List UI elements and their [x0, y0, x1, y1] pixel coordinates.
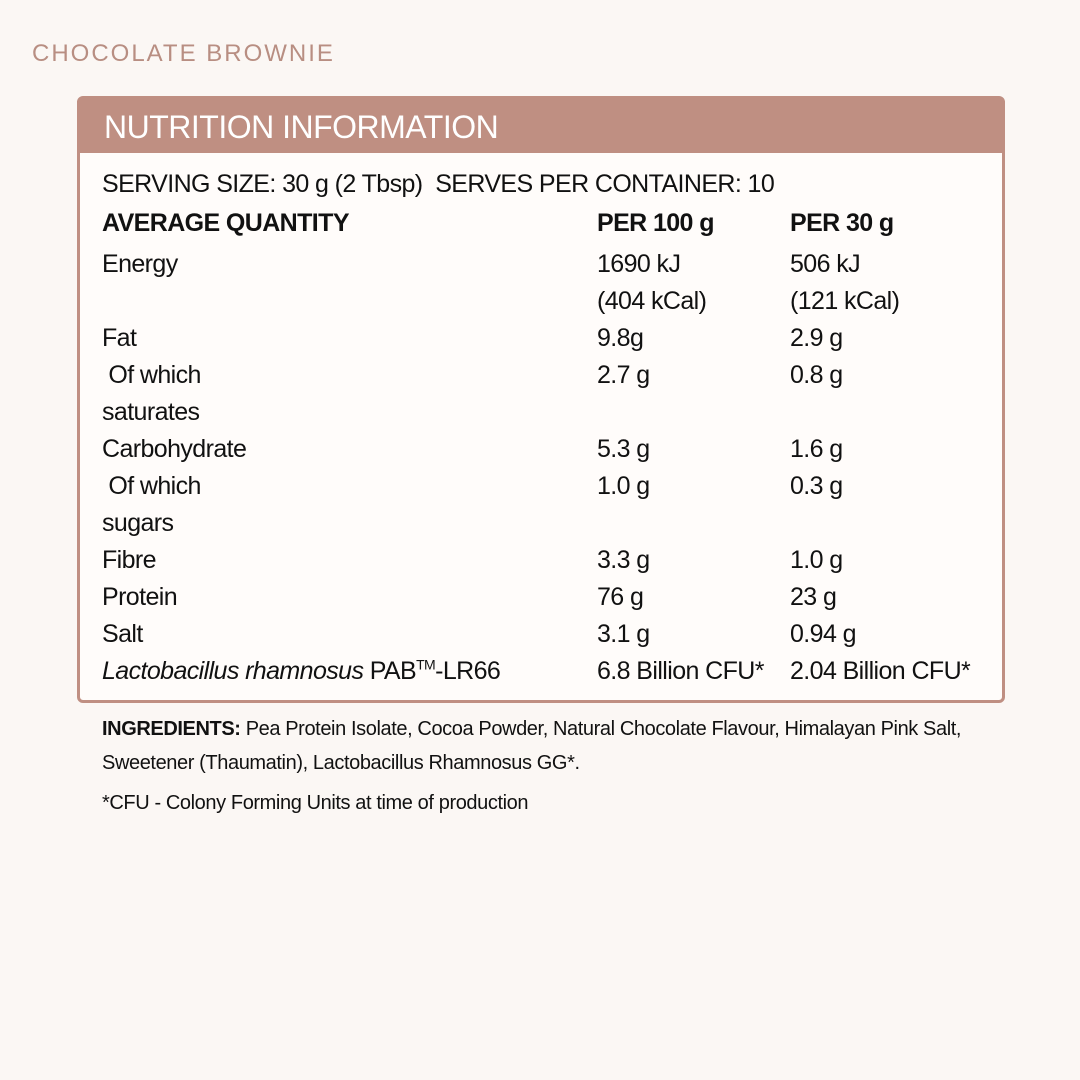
- nutrient-label: Fat: [102, 320, 597, 357]
- nutrient-value: 9.8g: [597, 320, 790, 357]
- value-line: 1.0 g: [597, 472, 650, 500]
- nutrient-value: 1.6 g: [790, 431, 1002, 468]
- label-line: saturates: [102, 398, 200, 426]
- nutrient-value: 5.3 g: [597, 431, 790, 468]
- label-part: -LR66: [435, 657, 501, 685]
- nutrient-value: 0.8 g: [790, 357, 1002, 431]
- nutrient-label: Lactobacillus rhamnosus PABTM-LR66: [102, 653, 597, 690]
- table-body: Energy 1690 kJ (404 kCal) 506 kJ (121 kCal) F…: [102, 246, 1002, 690]
- nutrient-value: 3.1 g: [597, 616, 790, 653]
- column-header: AVERAGE QUANTITY: [102, 209, 350, 237]
- value-line: (404 kCal): [597, 287, 707, 315]
- value-line: 2.9 g: [790, 324, 843, 352]
- nutrient-value: 1.0 g: [790, 542, 1002, 579]
- nutrient-row: Of which sugars 1.0 g 0.3 g: [102, 468, 1002, 542]
- panel-title: NUTRITION INFORMATION: [80, 99, 1002, 153]
- nutrient-row: Lactobacillus rhamnosus PABTM-LR66 6.8 Bi…: [102, 653, 1002, 690]
- ingredients-heading: INGREDIENTS:: [102, 718, 241, 740]
- value-line: 1.6 g: [790, 435, 843, 463]
- label-part: Lactobacillus rhamnosus: [102, 657, 364, 685]
- nutrient-row: Salt 3.1 g 0.94 g: [102, 616, 1002, 653]
- value-line: 76 g: [597, 583, 644, 611]
- value-line: 1.0 g: [790, 546, 843, 574]
- nutrient-value: 76 g: [597, 579, 790, 616]
- label-line: Salt: [102, 620, 143, 648]
- nutrient-value: 1.0 g: [597, 468, 790, 542]
- value-line: 3.3 g: [597, 546, 650, 574]
- label-line: Carbohydrate: [102, 435, 247, 463]
- nutrient-row: Carbohydrate 5.3 g 1.6 g: [102, 431, 1002, 468]
- nutrient-row: Energy 1690 kJ (404 kCal) 506 kJ (121 kCal): [102, 246, 1002, 320]
- value-line: 1690 kJ: [597, 250, 681, 278]
- label-part: TM: [416, 656, 436, 673]
- nutrient-row: Fat 9.8g 2.9 g: [102, 320, 1002, 357]
- table-header: AVERAGE QUANTITY PER 100 g PER 30 g: [102, 203, 1002, 243]
- nutrient-value: 506 kJ (121 kCal): [790, 246, 1002, 320]
- label-line: Fibre: [102, 546, 157, 574]
- nutrient-label: Protein: [102, 579, 597, 616]
- value-line: 2.7 g: [597, 361, 650, 389]
- nutrient-value: 1690 kJ (404 kCal): [597, 246, 790, 320]
- nutrient-value: 3.3 g: [597, 542, 790, 579]
- value-line: 5.3 g: [597, 435, 650, 463]
- label-line: Protein: [102, 583, 178, 611]
- nutrient-value: 0.94 g: [790, 616, 1002, 653]
- nutrient-label: Salt: [102, 616, 597, 653]
- label-line: Lactobacillus rhamnosus PABTM-LR66: [102, 653, 597, 690]
- column-header: PER 30 g: [790, 209, 894, 237]
- value-line: 6.8 Billion CFU*: [597, 657, 764, 685]
- label-line: Of which: [102, 472, 201, 500]
- nutrient-value: 23 g: [790, 579, 1002, 616]
- value-line: 0.8 g: [790, 361, 843, 389]
- nutrient-value: 6.8 Billion CFU*: [597, 653, 790, 690]
- nutrient-value: 2.7 g: [597, 357, 790, 431]
- nutrient-label: Energy: [102, 246, 597, 320]
- value-line: 506 kJ: [790, 250, 861, 278]
- value-line: 3.1 g: [597, 620, 650, 648]
- value-line: 9.8g: [597, 324, 644, 352]
- nutrient-value: 2.04 Billion CFU*: [790, 653, 1002, 690]
- value-line: 2.04 Billion CFU*: [790, 657, 971, 685]
- nutrient-label: Carbohydrate: [102, 431, 597, 468]
- value-line: 23 g: [790, 583, 837, 611]
- label-line: Fat: [102, 324, 137, 352]
- nutrient-row: Protein 76 g 23 g: [102, 579, 1002, 616]
- nutrient-value: 0.3 g: [790, 468, 1002, 542]
- value-line: 0.94 g: [790, 620, 857, 648]
- panel-content: SERVING SIZE: 30 g (2 Tbsp) SERVES PER C…: [80, 153, 1002, 690]
- nutrient-row: Of which saturates 2.7 g 0.8 g: [102, 357, 1002, 431]
- nutrition-panel: NUTRITION INFORMATION SERVING SIZE: 30 g…: [77, 96, 1005, 703]
- serving-info: SERVING SIZE: 30 g (2 Tbsp) SERVES PER C…: [102, 170, 775, 198]
- nutrient-label: Fibre: [102, 542, 597, 579]
- product-title: CHOCOLATE BROWNIE: [32, 40, 335, 67]
- nutrient-label: Of which sugars: [102, 468, 597, 542]
- nutrient-value: 2.9 g: [790, 320, 1002, 357]
- nutrient-row: Fibre 3.3 g 1.0 g: [102, 542, 1002, 579]
- ingredients-text: Pea Protein Isolate, Cocoa Powder, Natur…: [102, 718, 962, 774]
- value-line: 0.3 g: [790, 472, 843, 500]
- label-part: PAB: [363, 657, 417, 685]
- label-line: sugars: [102, 509, 174, 537]
- footnote: *CFU - Colony Forming Units at time of p…: [102, 792, 529, 814]
- label-line: Of which: [102, 361, 201, 389]
- label-line: Energy: [102, 250, 178, 278]
- value-line: (121 kCal): [790, 287, 900, 315]
- column-header: PER 100 g: [597, 209, 714, 237]
- nutrient-label: Of which saturates: [102, 357, 597, 431]
- ingredients: INGREDIENTS: Pea Protein Isolate, Cocoa …: [102, 712, 982, 780]
